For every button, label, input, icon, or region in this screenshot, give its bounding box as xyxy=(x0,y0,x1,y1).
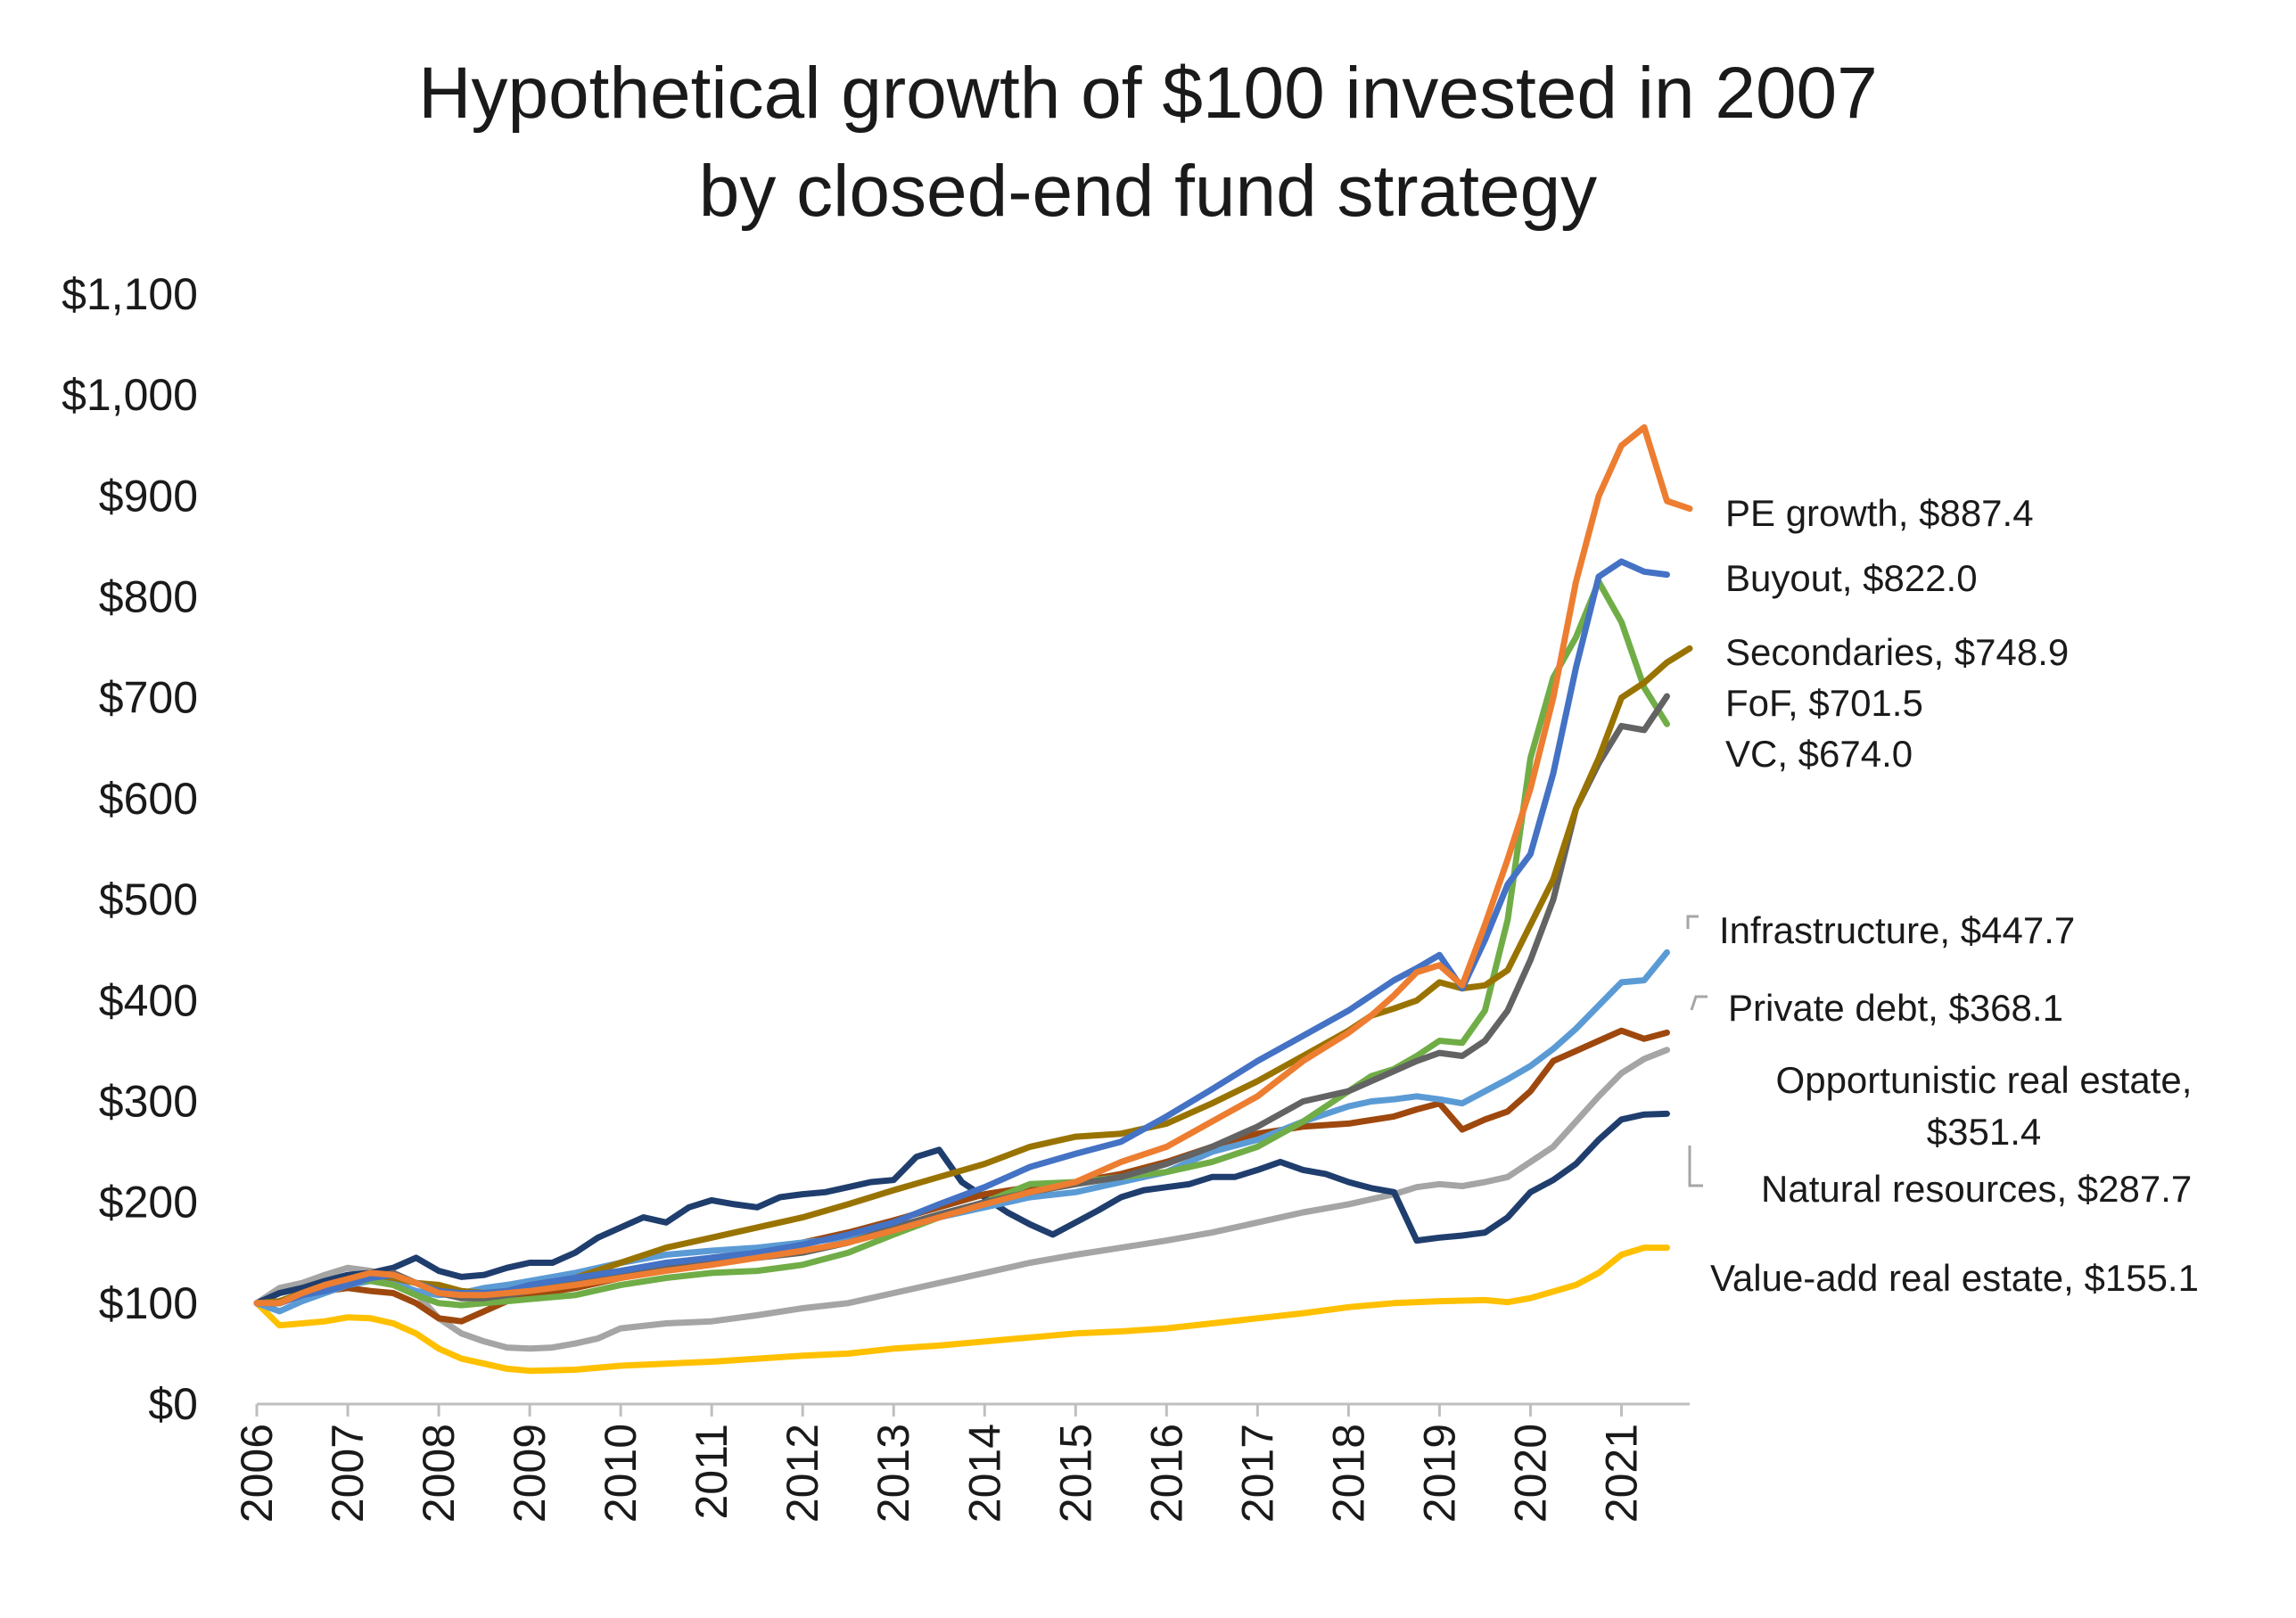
y-tick-label: $300 xyxy=(99,1076,198,1126)
y-tick-label: $1,000 xyxy=(62,370,198,420)
y-tick-label: $0 xyxy=(148,1379,198,1429)
y-tick-label: $200 xyxy=(99,1178,198,1228)
series-line-infrastructure xyxy=(253,949,1670,1315)
end-label-private-debt: Private debt, $368.1 xyxy=(1728,987,2063,1029)
end-label-opportunistic-real-estate: Opportunistic real estate, $351.4 xyxy=(1776,1059,2193,1153)
chart-title-line-1: Hypothetical growth of $100 invested in … xyxy=(418,53,1878,134)
leader-line-natural-resources xyxy=(1688,1146,1703,1187)
axes: $0 $100 $200 $300 $400 $500 $600 $700 $800 $900 $1… xyxy=(62,269,1690,1523)
x-tick-label: 2018 xyxy=(1323,1424,1373,1523)
y-tick-label: $800 xyxy=(99,572,198,622)
leader-line-infrastructure xyxy=(1686,915,1699,929)
end-label-infrastructure: Infrastructure, $447.7 xyxy=(1719,909,2075,951)
x-tick-label: 2006 xyxy=(232,1424,282,1523)
x-tick-label: 2008 xyxy=(414,1424,464,1523)
end-label-buyout: Buyout, $822.0 xyxy=(1725,557,1978,599)
chart-title: Hypothetical growth of $100 invested in … xyxy=(0,45,2296,241)
y-tick-label: $600 xyxy=(99,774,198,824)
y-tick-label: $500 xyxy=(99,875,198,924)
y-tick-label: $700 xyxy=(99,673,198,723)
x-tick-label: 2020 xyxy=(1505,1424,1555,1523)
series-line-private-debt xyxy=(253,1027,1670,1325)
x-tick-label: 2015 xyxy=(1050,1424,1100,1523)
end-label-value-add-real-estate: Value-add real estate, $155.1 xyxy=(1710,1257,2199,1299)
y-tick-label: $100 xyxy=(99,1278,198,1328)
x-tick-label: 2009 xyxy=(505,1424,555,1523)
x-tick-label: 2014 xyxy=(959,1424,1009,1523)
end-label-fof: FoF, $701.5 xyxy=(1725,682,1923,724)
x-tick-label: 2017 xyxy=(1232,1424,1282,1523)
x-tick-label: 2019 xyxy=(1414,1424,1464,1523)
x-tick-label: 2021 xyxy=(1596,1424,1646,1523)
series-lines xyxy=(253,423,1693,1375)
x-tick-label: 2010 xyxy=(596,1424,646,1523)
x-tick-label: 2012 xyxy=(778,1424,827,1523)
end-label-vc: VC, $674.0 xyxy=(1725,733,1913,775)
y-tick-label: $900 xyxy=(99,471,198,521)
end-label-pe-growth: PE growth, $887.4 xyxy=(1725,492,2034,534)
leader-line-private-debt xyxy=(1690,995,1708,1011)
series-line-pe-growth xyxy=(253,423,1693,1307)
end-label-secondaries: Secondaries, $748.9 xyxy=(1725,631,2069,673)
y-tick-label: $400 xyxy=(99,975,198,1025)
x-tick-label: 2013 xyxy=(868,1424,918,1523)
series-line-natural-resources xyxy=(253,1110,1670,1307)
x-tick-label: 2016 xyxy=(1141,1424,1191,1523)
chart-title-line-2: by closed-end fund strategy xyxy=(698,151,1598,232)
series-line-opportunistic-real-estate xyxy=(253,1047,1670,1352)
end-label-natural-resources: Natural resources, $287.7 xyxy=(1761,1168,2192,1210)
x-tick-label: 2007 xyxy=(323,1424,373,1523)
x-tick-label: 2011 xyxy=(687,1424,737,1520)
series-line-value-add-real-estate xyxy=(253,1244,1670,1375)
end-labels: Value-add real estate, $155.1 Opportunist… xyxy=(1686,492,2199,1299)
series-line-buyout xyxy=(253,558,1670,1307)
y-tick-label: $1,100 xyxy=(62,269,198,319)
